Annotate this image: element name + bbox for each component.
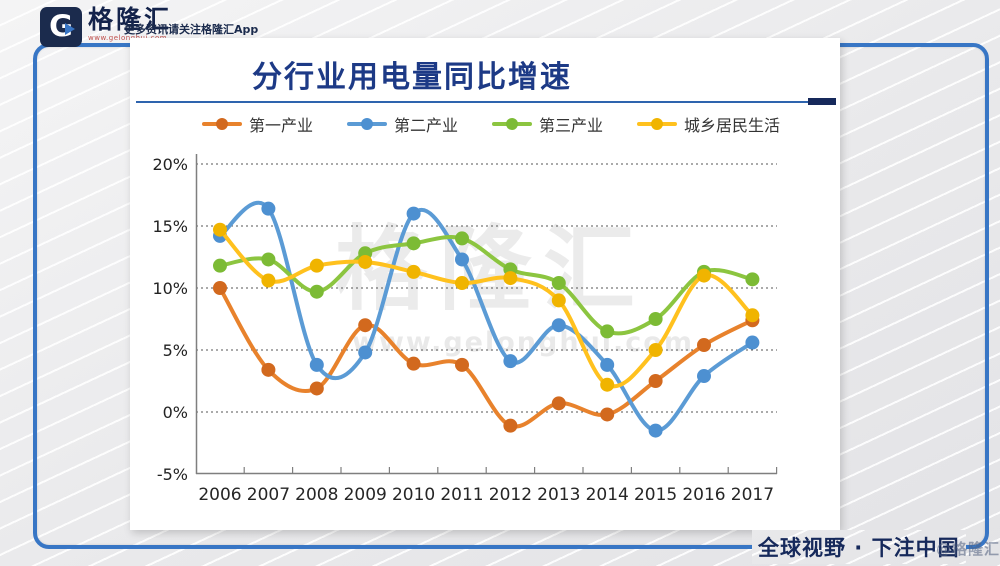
legend-dot-icon xyxy=(506,118,519,130)
chart-card: 分行业用电量同比增速 第一产业 第二产业 第三产业 城乡居民生活 格隆汇 www.gel… xyxy=(130,38,840,530)
svg-text:2007: 2007 xyxy=(247,485,290,505)
svg-text:2014: 2014 xyxy=(586,485,629,505)
gelonghui-g-icon: G xyxy=(40,7,82,47)
footer-watermark-stamp: @格隆汇 xyxy=(935,540,1000,558)
header-tagline: 更多资讯请关注格隆汇App xyxy=(124,23,259,36)
legend-item: 第二产业 xyxy=(347,112,458,136)
svg-text:5%: 5% xyxy=(163,341,188,360)
legend-line-marker-icon xyxy=(492,118,533,130)
svg-text:格隆汇: 格隆汇 xyxy=(335,216,647,323)
legend-item: 第三产业 xyxy=(492,112,603,136)
gelonghui-logo: G 格隆汇 www.gelonghui.com xyxy=(40,7,172,47)
svg-text:15%: 15% xyxy=(152,217,188,236)
svg-text:2010: 2010 xyxy=(392,485,435,505)
svg-text:2009: 2009 xyxy=(344,485,387,505)
legend-line-marker-icon xyxy=(347,118,388,130)
legend-dot-icon xyxy=(361,118,374,130)
legend-label: 第二产业 xyxy=(394,116,459,135)
legend-dot-icon xyxy=(216,118,228,130)
logo-site-url: www.gelonghui.com xyxy=(88,34,168,42)
svg-text:2012: 2012 xyxy=(489,485,532,505)
svg-text:-5%: -5% xyxy=(157,465,188,484)
svg-text:2008: 2008 xyxy=(295,485,338,505)
footer-slogan: 全球视野 · 下注中国 xyxy=(752,530,966,564)
legend-dot-icon xyxy=(651,118,664,130)
svg-text:2016: 2016 xyxy=(682,485,725,505)
legend-label: 第一产业 xyxy=(249,116,314,135)
legend-item: 第一产业 xyxy=(202,112,313,136)
svg-text:2015: 2015 xyxy=(634,485,677,505)
svg-text:10%: 10% xyxy=(152,279,188,298)
logo-triangle-icon xyxy=(65,23,75,35)
legend-line-marker-icon xyxy=(637,118,678,130)
legend-label: 城乡居民生活 xyxy=(684,116,781,135)
svg-text:2017: 2017 xyxy=(731,485,774,505)
legend-label: 第三产业 xyxy=(539,116,604,135)
logo-text: 格隆汇 www.gelonghui.com xyxy=(88,7,172,42)
svg-text:2006: 2006 xyxy=(198,485,241,505)
chart-svg: 格隆汇 www.gelonghui.com 20% 15% 10% 5% 0% -5% 2006… xyxy=(152,154,778,505)
chart-title: 分行业用电量同比增速 xyxy=(252,60,572,95)
svg-text:0%: 0% xyxy=(163,403,188,422)
svg-text:2013: 2013 xyxy=(537,485,580,505)
title-underline-end-dash xyxy=(808,98,836,105)
chart-legend: 第一产业 第二产业 第三产业 城乡居民生活 xyxy=(202,112,780,136)
svg-text:20%: 20% xyxy=(152,155,188,174)
legend-item: 城乡居民生活 xyxy=(637,112,780,136)
svg-text:www.gelonghui.com: www.gelonghui.com xyxy=(352,327,694,358)
legend-line-marker-icon xyxy=(202,118,242,130)
logo-brand-name: 格隆汇 xyxy=(88,5,173,34)
title-underline xyxy=(136,101,834,103)
svg-text:2011: 2011 xyxy=(440,485,483,505)
